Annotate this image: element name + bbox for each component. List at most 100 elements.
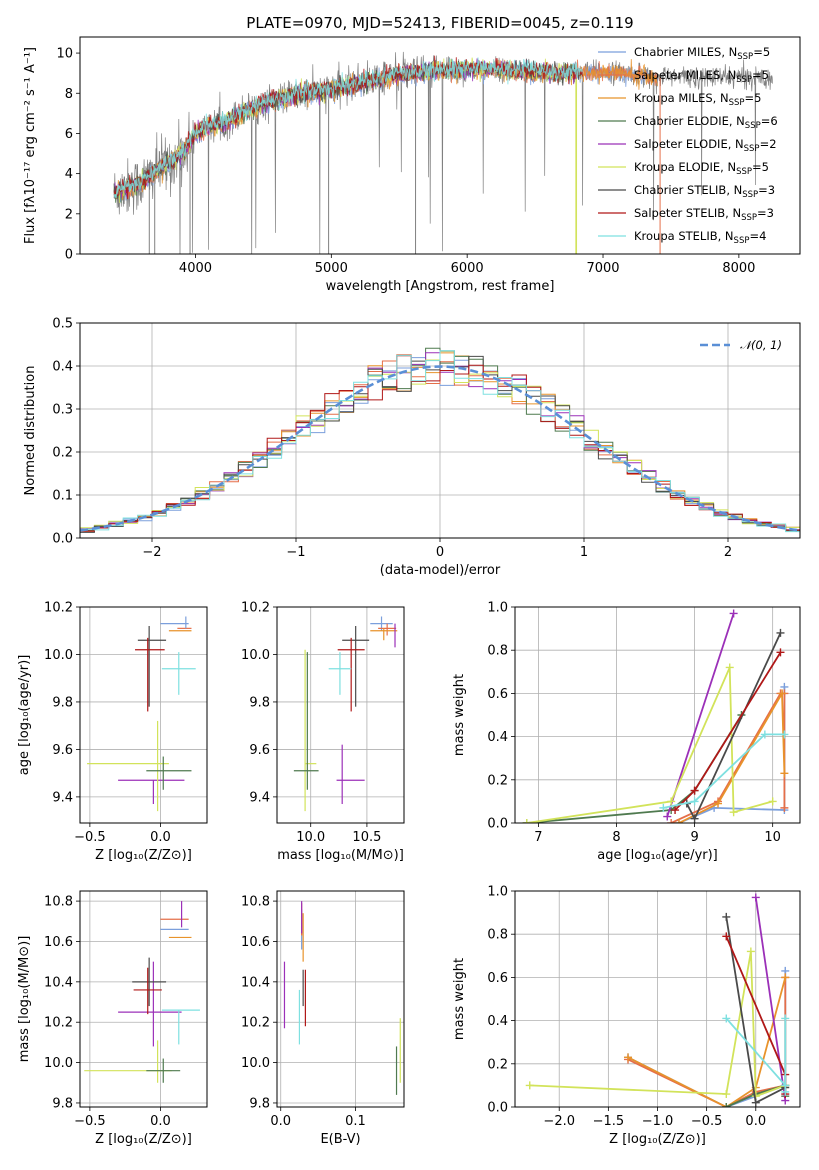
errorbar-point [118,779,185,805]
y-tick-label: 0.0 [487,817,508,832]
residual-hist-axes: −2 −1 0 1 2 0.0 0.1 0.2 0.3 0.4 0.5 (data-model)/er… [23,317,801,578]
x-tick-label: 6000 [451,261,484,276]
legend-nssp-value: =5 [752,68,769,82]
legend-nssp-value: =4 [749,229,766,243]
age-vs-mass-plot-area [293,616,398,812]
age-vs-Z-plot-area [87,616,196,812]
y-tick-label: 10.2 [44,601,73,616]
legend-series-name: Kroupa ELODIE [634,160,720,174]
mass-weight-marker [714,799,723,808]
axes-frame [79,606,208,824]
y-tick-label: 9.8 [52,1096,73,1111]
axes-frame [514,890,801,1108]
mass-weight-marker [674,819,683,823]
mass-vs-Z-plot-area [84,901,200,1083]
mass-weight-marker [776,628,785,637]
legend-nssp-value: =5 [752,160,769,174]
errorbar-point [293,652,319,790]
y-tick-label: 0.2 [487,773,508,788]
y-tick-label: 0.5 [52,317,73,332]
mass-weight-marker [781,973,790,982]
x-tick-label: −0.5 [691,1114,723,1129]
legend-label: Salpeter ELODIE, NSSP=2 [634,137,777,154]
mass-weight-marker [722,1090,731,1099]
axes-frame [79,36,801,255]
y-tick-label: 10.8 [44,895,73,910]
spectrum-axes: 4000 5000 6000 7000 8000 0 2 4 6 8 10 wavelength [A… [23,36,801,294]
histogram-step-line [80,355,800,532]
legend-nssp-subscript: SSP [736,167,752,177]
mass-weight-marker [690,797,699,806]
mass-weight-vs-age-axes: 7 8 9 10 0.0 0.2 0.4 0.6 0.8 1.0 age [log₁₀(age/yr… [452,601,801,863]
mass-weight-vs-Z-plot-area [525,893,790,1107]
x-tick-label: −1.0 [642,1114,674,1129]
y-tick-label: 9.8 [52,695,73,710]
mass-weight-marker [776,648,785,657]
legend-nssp-subscript: SSP [729,98,745,108]
x-tick-label: −0.5 [74,1114,106,1129]
legend-label: Kroupa MILES, NSSP=5 [634,91,761,108]
y-tick-label: 0.4 [487,730,508,745]
axes-frame [276,606,405,824]
mass-weight-marker [778,689,787,698]
legend-series-name: Kroupa STELIB [634,229,718,243]
legend-nssp-prefix: , N [728,137,744,151]
mass-weight-marker [781,1014,790,1023]
mass-weight-marker [667,797,676,806]
mass-weight-marker [760,730,769,739]
y-tick-label: 9.8 [249,695,270,710]
y-tick-label: 1.0 [487,601,508,616]
errorbar-point [336,744,365,805]
x-tick-label: −1.5 [593,1114,625,1129]
mass-vs-ebv-plot-area [283,901,401,1095]
legend-nssp-value: =5 [753,45,770,59]
mass-weight-marker [525,1081,534,1090]
errorbar-point [87,720,169,812]
x-tick-label: 7000 [586,261,619,276]
age-vs-mass-axes: 10.0 10.5 9.4 9.6 9.8 10.0 10.2 mass [log₁₀(M/M… [241,601,405,863]
legend-series-name: Chabrier ELODIE [634,114,729,128]
axes-frame [79,890,208,1108]
errorbar-point [161,1009,200,1045]
errorbar-point [370,628,398,641]
mass-weight-series-line [754,897,787,1101]
y-tick-label: 10.6 [241,935,270,950]
y-tick-label: 0 [65,248,73,263]
legend-label: Salpeter MILES, NSSP=5 [634,68,769,85]
legend-nssp-subscript: SSP [742,190,758,200]
mass-weight-vs-age-xlabel: age [log₁₀(age/yr)] [597,848,718,863]
mass-weight-marker [780,769,789,778]
x-tick-label: 10.0 [296,830,325,845]
x-tick-label: 0.0 [150,830,171,845]
mass-weight-vs-age-ylabel: mass weight [452,674,467,756]
x-tick-label: 5000 [315,261,348,276]
mass-weight-marker [722,1014,731,1023]
y-tick-label: 9.6 [249,743,270,758]
mass-vs-Z-ylabel: mass [log₁₀(M/M⊙)] [17,936,32,1063]
mass-weight-marker [522,819,531,823]
x-tick-label: −2.0 [543,1114,575,1129]
y-tick-label: 0.0 [487,1101,508,1116]
y-tick-label: 2 [65,207,73,222]
y-tick-label: 9.4 [52,790,73,805]
mass-weight-marker [729,808,738,817]
x-tick-label: 0.0 [270,1114,291,1129]
mass-vs-Z-xlabel: Z [log₁₀(Z/Z⊙)] [95,1132,192,1147]
mass-weight-vs-Z-xlabel: Z [log₁₀(Z/Z⊙)] [609,1132,706,1147]
errorbar-point [146,1058,181,1083]
y-tick-label: 9.8 [249,1096,270,1111]
mass-weight-marker [751,893,760,902]
y-tick-label: 10.0 [241,1056,270,1071]
residual-hist-xlabel: (data-model)/error [380,563,501,578]
residual-hist-plot-area [80,347,800,533]
mass-weight-marker [780,803,789,812]
mass-weight-marker [722,932,731,941]
y-tick-label: 10 [56,47,73,62]
residual-hist-ylabel: Normed distribution [23,366,38,496]
mass-weight-marker [729,609,738,618]
legend-nssp-prefix: , N [729,114,745,128]
mass-weight-marker [780,730,789,739]
y-tick-label: 0.8 [487,928,508,943]
